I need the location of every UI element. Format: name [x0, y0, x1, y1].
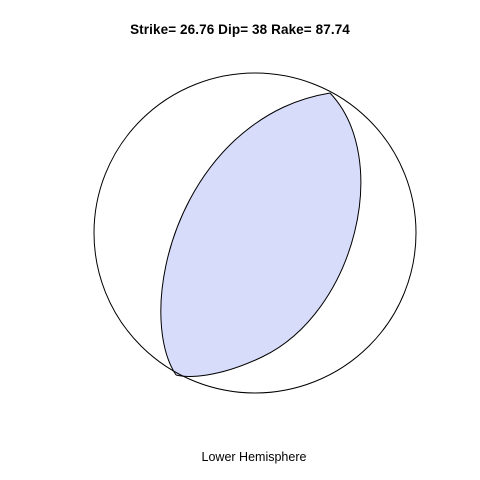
plot-title: Strike= 26.76 Dip= 38 Rake= 87.74	[130, 22, 350, 37]
nodal-plane-1	[175, 92, 362, 377]
hemisphere-caption: Lower Hemisphere	[201, 450, 307, 464]
compressional-quadrant	[160, 93, 361, 377]
focal-sphere-outline	[93, 72, 417, 394]
nodal-plane-2	[160, 92, 331, 376]
